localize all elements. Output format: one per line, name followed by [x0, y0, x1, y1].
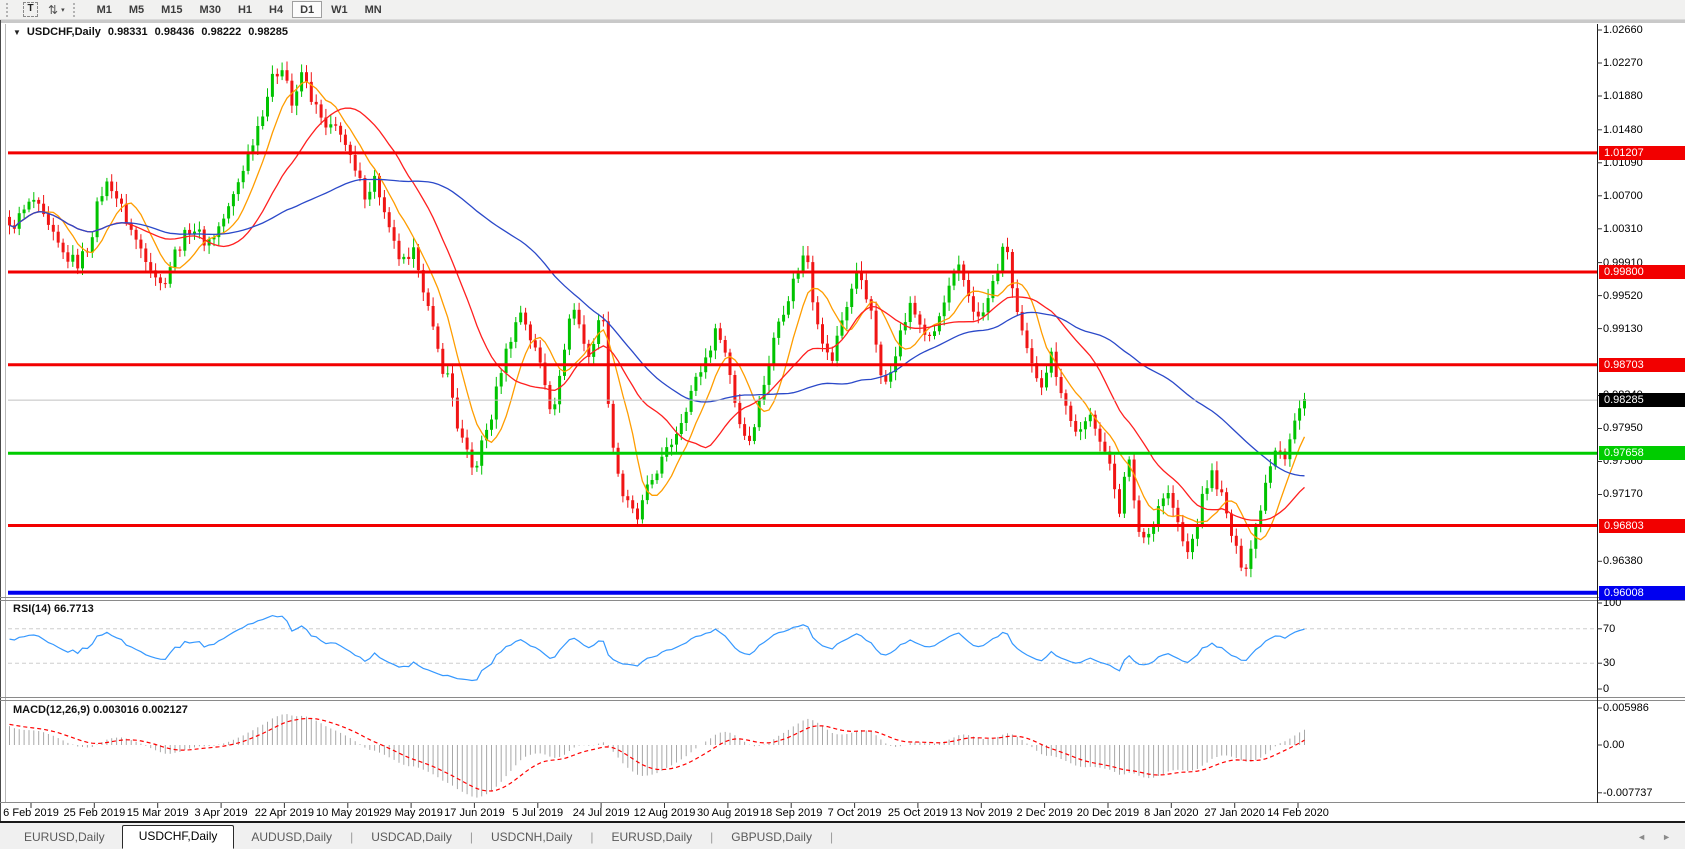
tab-gbpusd-daily[interactable]: GBPUSD,Daily — [731, 830, 812, 844]
chart-title: ▼ USDCHF,Daily 0.98331 0.98436 0.98222 0.9828… — [13, 26, 288, 38]
tab-separator: | — [350, 830, 354, 844]
tab-eurusd-daily[interactable]: EURUSD,Daily — [611, 830, 693, 844]
ohlc-open: 0.98331 — [107, 26, 148, 38]
toolbar: T ⇅ ▾ M1 M5 M15 M30 H1 H4 D1 W1 MN — [0, 0, 1685, 20]
candles-group — [8, 61, 1306, 578]
timeframe-button-M15[interactable]: M15 — [153, 1, 190, 18]
timeframe-button-W1[interactable]: W1 — [323, 1, 356, 18]
macd-indicator-label: MACD(12,26,9) 0.003016 0.002127 — [13, 704, 188, 716]
tab-separator: | — [829, 830, 834, 844]
chart-collapse-icon[interactable]: ▼ — [13, 28, 21, 37]
ohlc-high: 0.98436 — [154, 26, 195, 38]
horizontal-lines-group — [8, 151, 1597, 595]
macd-group — [9, 714, 1305, 798]
ohlc-close: 0.98285 — [248, 26, 288, 38]
window-top-frame — [0, 20, 1685, 23]
chart-symbol-label: USDCHF,Daily — [26, 26, 101, 38]
rsi-group — [8, 614, 1597, 682]
rsi-indicator-label: RSI(14) 66.7713 — [13, 603, 94, 615]
ohlc-low: 0.98222 — [201, 26, 242, 38]
tab-audusd-daily[interactable]: AUDUSD,Daily — [251, 830, 333, 844]
tab-usdchf-daily[interactable]: USDCHF,Daily — [121, 825, 235, 849]
moving-averages-group — [9, 80, 1306, 541]
tab-separator: | — [590, 830, 594, 844]
arrange-tool-button[interactable]: ⇅ ▾ — [43, 1, 70, 19]
timeframe-button-M30[interactable]: M30 — [192, 1, 229, 18]
timeframe-button-MN[interactable]: MN — [357, 1, 390, 18]
chart-tabs: EURUSD,Daily USDCHF,Daily AUDUSD,Daily | USD… — [7, 825, 834, 849]
tab-scroll-controls: ◄ ► — [1637, 832, 1671, 849]
timeframe-button-H1[interactable]: H1 — [230, 1, 260, 18]
tab-scroll-left-icon[interactable]: ◄ — [1637, 832, 1647, 842]
tab-scroll-right-icon[interactable]: ► — [1662, 832, 1671, 842]
timeframe-button-M5[interactable]: M5 — [121, 1, 152, 18]
text-label-icon: T — [23, 2, 38, 17]
timeframe-toolbar: M1 M5 M15 M30 H1 H4 D1 W1 MN — [89, 1, 391, 18]
text-label-tool-button[interactable]: T — [18, 1, 43, 19]
toolbar-drag-handle[interactable] — [72, 2, 79, 17]
tab-usdcnh-daily[interactable]: USDCNH,Daily — [491, 830, 573, 844]
tab-eurusd-daily[interactable]: EURUSD,Daily — [24, 830, 105, 844]
toolbar-drag-handle[interactable] — [6, 2, 12, 17]
tab-separator: | — [469, 830, 473, 844]
tab-separator: | — [710, 830, 714, 844]
double-arrow-icon: ⇅ — [48, 2, 59, 17]
tab-usdcad-daily[interactable]: USDCAD,Daily — [371, 830, 452, 844]
dropdown-caret-icon: ▾ — [61, 6, 65, 14]
chart-tab-bar: EURUSD,Daily USDCHF,Daily AUDUSD,Daily | USD… — [0, 823, 1685, 849]
timeframe-button-D1[interactable]: D1 — [292, 1, 323, 18]
axis-ticks-group — [30, 29, 1602, 808]
timeframe-button-H4[interactable]: H4 — [261, 1, 291, 18]
timeframe-button-M1[interactable]: M1 — [89, 1, 120, 18]
